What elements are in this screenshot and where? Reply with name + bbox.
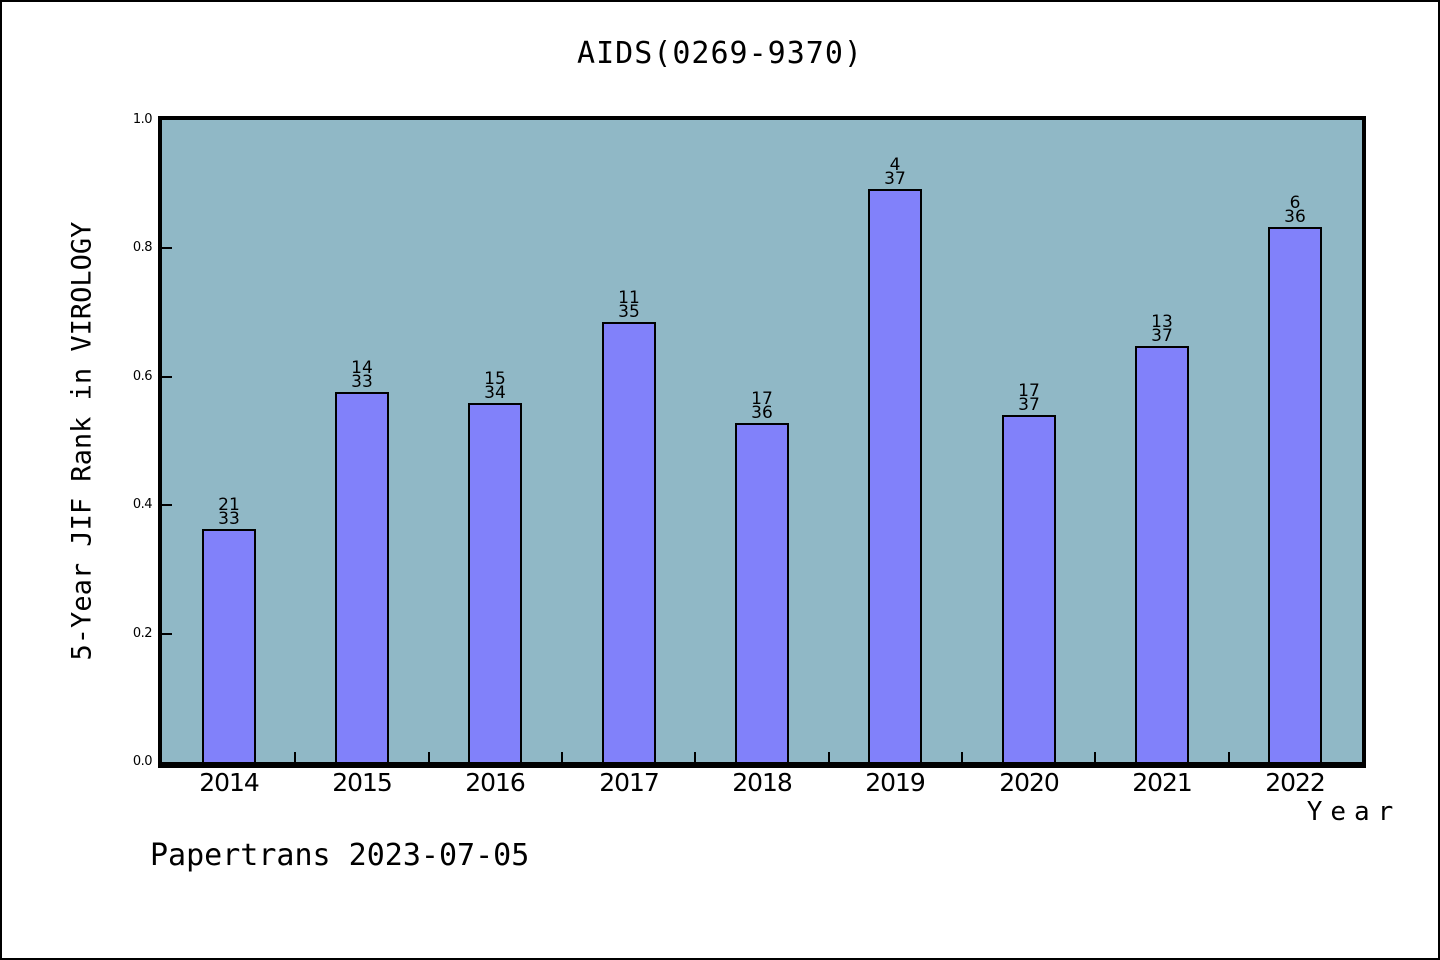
y-tick: [162, 376, 172, 378]
x-tick-label-2021: 2021: [1132, 768, 1193, 797]
bar-value-label-2014: 21 33: [189, 495, 269, 529]
x-minor-tick: [1228, 752, 1230, 762]
bar-2017: [602, 322, 656, 762]
bar-total-value: 36: [751, 402, 773, 423]
bar-rank-value: 15: [484, 369, 506, 389]
y-tick: [162, 633, 172, 635]
bar-value-label-2015: 14 33: [322, 358, 402, 392]
bar-total-value: 34: [484, 382, 506, 403]
watermark-text: Papertrans 2023-07-05: [150, 838, 530, 873]
bar-2018: [735, 423, 789, 762]
bar-total-value: 37: [1151, 325, 1173, 346]
bar-value-label-2016: 15 34: [455, 369, 535, 403]
x-minor-tick: [428, 752, 430, 762]
y-tick-label-0.2: 0.2: [132, 626, 153, 641]
bar-rank-value: 17: [751, 389, 773, 409]
bar-value-label-2018: 17 36: [722, 389, 802, 423]
bar-2014: [202, 529, 256, 762]
x-tick-label-2020: 2020: [999, 768, 1060, 797]
y-tick: [162, 247, 172, 249]
bar-value-label-2019: 4 37: [855, 155, 935, 189]
bar-total-value: 37: [1018, 394, 1040, 415]
plot-area: 21 33 14 33 15 34 11 35 17 36 4 37 17 37 13 37 6 36: [158, 116, 1366, 768]
bar-rank-value: 17: [1018, 381, 1040, 401]
bar-total-value: 35: [618, 301, 640, 322]
x-minor-tick: [561, 752, 563, 762]
y-axis-title: 5-Year JIF Rank in VIROLOGY: [66, 221, 98, 661]
x-tick-label-2019: 2019: [865, 768, 926, 797]
y-tick-label-0.4: 0.4: [132, 497, 153, 512]
bar-value-label-2021: 13 37: [1122, 312, 1202, 346]
bar-total-value: 37: [884, 168, 906, 189]
y-tick: [162, 504, 172, 506]
x-tick-label-2022: 2022: [1265, 768, 1326, 797]
bar-rank-value: 6: [1289, 193, 1301, 213]
bar-value-label-2022: 6 36: [1255, 193, 1335, 227]
bar-rank-value: 4: [889, 155, 901, 175]
bar-2022: [1268, 227, 1322, 762]
bar-2020: [1002, 415, 1056, 762]
x-minor-tick: [294, 752, 296, 762]
bar-rank-value: 14: [351, 358, 373, 378]
x-tick-label-2015: 2015: [332, 768, 393, 797]
bar-rank-value: 13: [1151, 312, 1173, 332]
y-tick-label-1.0: 1.0: [132, 112, 153, 127]
bar-2016: [468, 403, 522, 762]
x-minor-tick: [961, 752, 963, 762]
x-minor-tick: [1094, 752, 1096, 762]
x-minor-tick: [828, 752, 830, 762]
bar-2019: [868, 189, 922, 762]
x-minor-tick: [694, 752, 696, 762]
x-tick-label-2018: 2018: [732, 768, 793, 797]
y-tick-label-0.8: 0.8: [132, 240, 153, 255]
y-tick-label-0.0: 0.0: [132, 754, 153, 769]
bar-total-value: 33: [218, 508, 240, 529]
y-tick-label-0.6: 0.6: [132, 369, 153, 384]
bar-2021: [1135, 346, 1189, 762]
bar-2015: [335, 392, 389, 762]
bar-rank-value: 21: [218, 495, 240, 515]
bar-value-label-2017: 11 35: [589, 288, 669, 322]
x-tick-label-2016: 2016: [465, 768, 526, 797]
bar-total-value: 33: [351, 371, 373, 392]
bar-rank-value: 11: [618, 288, 640, 308]
x-tick-label-2017: 2017: [599, 768, 660, 797]
x-axis-title: Year: [1306, 797, 1402, 827]
x-tick-label-2014: 2014: [199, 768, 260, 797]
bar-value-label-2020: 17 37: [989, 381, 1069, 415]
chart-title: AIDS(0269-9370): [577, 36, 863, 71]
bar-total-value: 36: [1284, 206, 1306, 227]
